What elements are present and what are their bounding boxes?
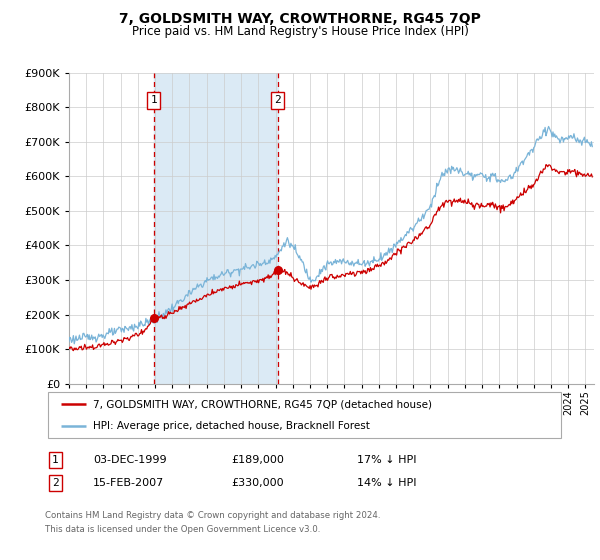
- FancyBboxPatch shape: [48, 392, 561, 438]
- Text: Contains HM Land Registry data © Crown copyright and database right 2024.: Contains HM Land Registry data © Crown c…: [45, 511, 380, 520]
- Text: £189,000: £189,000: [231, 455, 284, 465]
- Text: 2: 2: [52, 478, 59, 488]
- Text: 1: 1: [52, 455, 59, 465]
- Text: Price paid vs. HM Land Registry's House Price Index (HPI): Price paid vs. HM Land Registry's House …: [131, 25, 469, 38]
- Text: 7, GOLDSMITH WAY, CROWTHORNE, RG45 7QP (detached house): 7, GOLDSMITH WAY, CROWTHORNE, RG45 7QP (…: [93, 399, 432, 409]
- Text: HPI: Average price, detached house, Bracknell Forest: HPI: Average price, detached house, Brac…: [93, 421, 370, 431]
- Text: 03-DEC-1999: 03-DEC-1999: [93, 455, 167, 465]
- Text: 7, GOLDSMITH WAY, CROWTHORNE, RG45 7QP: 7, GOLDSMITH WAY, CROWTHORNE, RG45 7QP: [119, 12, 481, 26]
- Text: 17% ↓ HPI: 17% ↓ HPI: [357, 455, 416, 465]
- Bar: [154, 73, 278, 384]
- Text: 15-FEB-2007: 15-FEB-2007: [93, 478, 164, 488]
- Text: 14% ↓ HPI: 14% ↓ HPI: [357, 478, 416, 488]
- Text: 1: 1: [151, 95, 157, 105]
- Text: This data is licensed under the Open Government Licence v3.0.: This data is licensed under the Open Gov…: [45, 525, 320, 534]
- Text: 2: 2: [274, 95, 281, 105]
- Text: £330,000: £330,000: [231, 478, 284, 488]
